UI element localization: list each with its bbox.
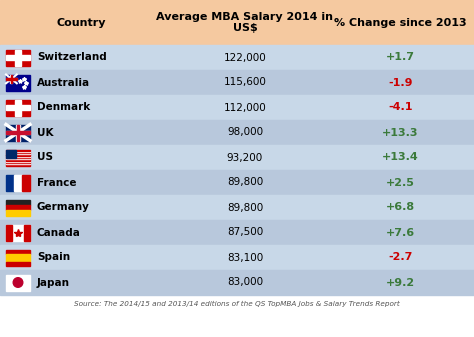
- Bar: [6, 160, 30, 162]
- Text: +13.4: +13.4: [382, 153, 419, 162]
- Bar: [6, 162, 30, 163]
- Bar: [6, 164, 30, 165]
- Text: 89,800: 89,800: [227, 203, 263, 213]
- Bar: [6, 151, 30, 152]
- Text: Japan: Japan: [37, 277, 70, 287]
- Text: +7.6: +7.6: [386, 227, 415, 238]
- Bar: [6, 224, 12, 241]
- Text: Source: The 2014/15 and 2013/14 editions of the QS TopMBA Jobs & Salary Trends R: Source: The 2014/15 and 2013/14 editions…: [74, 301, 400, 307]
- Text: 115,600: 115,600: [224, 78, 266, 88]
- Bar: [6, 99, 30, 116]
- Text: UK: UK: [37, 127, 54, 137]
- Bar: [11, 74, 12, 83]
- Bar: [15, 99, 21, 116]
- Bar: [6, 156, 30, 157]
- Bar: [6, 158, 30, 159]
- Bar: [6, 210, 30, 215]
- Text: Canada: Canada: [37, 227, 81, 238]
- Bar: [6, 131, 30, 133]
- Bar: [0, 245, 474, 270]
- Bar: [6, 154, 30, 156]
- Bar: [10, 74, 12, 83]
- Text: Average MBA Salary 2014 in
US$: Average MBA Salary 2014 in US$: [156, 12, 334, 33]
- Bar: [6, 150, 16, 158]
- Text: Germany: Germany: [37, 203, 90, 213]
- Bar: [6, 205, 30, 210]
- Bar: [0, 70, 474, 95]
- Bar: [6, 78, 17, 80]
- Bar: [0, 170, 474, 195]
- Bar: [6, 55, 30, 60]
- Bar: [6, 152, 30, 153]
- Text: Switzerland: Switzerland: [37, 53, 107, 62]
- Text: Denmark: Denmark: [37, 102, 90, 113]
- Bar: [6, 153, 30, 154]
- Text: 83,000: 83,000: [227, 277, 263, 287]
- Bar: [6, 50, 30, 65]
- Bar: [14, 175, 22, 190]
- Bar: [6, 78, 17, 80]
- Bar: [15, 50, 21, 65]
- Bar: [22, 175, 30, 190]
- Bar: [6, 224, 30, 241]
- Bar: [6, 275, 30, 290]
- Bar: [17, 124, 19, 141]
- Text: +1.7: +1.7: [386, 53, 415, 62]
- Text: +2.5: +2.5: [386, 178, 415, 187]
- Circle shape: [13, 278, 23, 287]
- Bar: [0, 270, 474, 295]
- Bar: [6, 262, 30, 266]
- Bar: [0, 45, 474, 70]
- Text: 87,500: 87,500: [227, 227, 263, 238]
- Bar: [24, 224, 30, 241]
- Text: -1.9: -1.9: [388, 78, 413, 88]
- Text: 83,100: 83,100: [227, 252, 263, 263]
- Bar: [0, 120, 474, 145]
- Bar: [6, 159, 30, 160]
- Text: Australia: Australia: [37, 78, 90, 88]
- Bar: [6, 150, 30, 151]
- Bar: [6, 124, 30, 141]
- Text: -2.7: -2.7: [388, 252, 413, 263]
- Bar: [0, 145, 474, 170]
- Text: % Change since 2013: % Change since 2013: [334, 18, 467, 28]
- Text: +6.8: +6.8: [386, 203, 415, 213]
- Text: France: France: [37, 178, 76, 187]
- Bar: [6, 157, 30, 158]
- Text: -4.1: -4.1: [388, 102, 413, 113]
- Bar: [0, 95, 474, 120]
- Text: 89,800: 89,800: [227, 178, 263, 187]
- Text: +9.2: +9.2: [386, 277, 415, 287]
- Bar: [6, 200, 30, 205]
- Bar: [6, 163, 30, 164]
- Text: US: US: [37, 153, 53, 162]
- Bar: [0, 220, 474, 245]
- Text: 93,200: 93,200: [227, 153, 263, 162]
- Text: Spain: Spain: [37, 252, 70, 263]
- Bar: [6, 130, 30, 134]
- Bar: [6, 175, 14, 190]
- Bar: [6, 105, 30, 110]
- Bar: [0, 0, 474, 45]
- Bar: [6, 74, 30, 91]
- Text: Country: Country: [57, 18, 106, 28]
- Text: +13.3: +13.3: [382, 127, 419, 137]
- Bar: [0, 195, 474, 220]
- Bar: [6, 253, 30, 262]
- Bar: [16, 124, 20, 141]
- Text: 122,000: 122,000: [224, 53, 266, 62]
- Text: 98,000: 98,000: [227, 127, 263, 137]
- Text: 112,000: 112,000: [224, 102, 266, 113]
- Bar: [6, 249, 30, 253]
